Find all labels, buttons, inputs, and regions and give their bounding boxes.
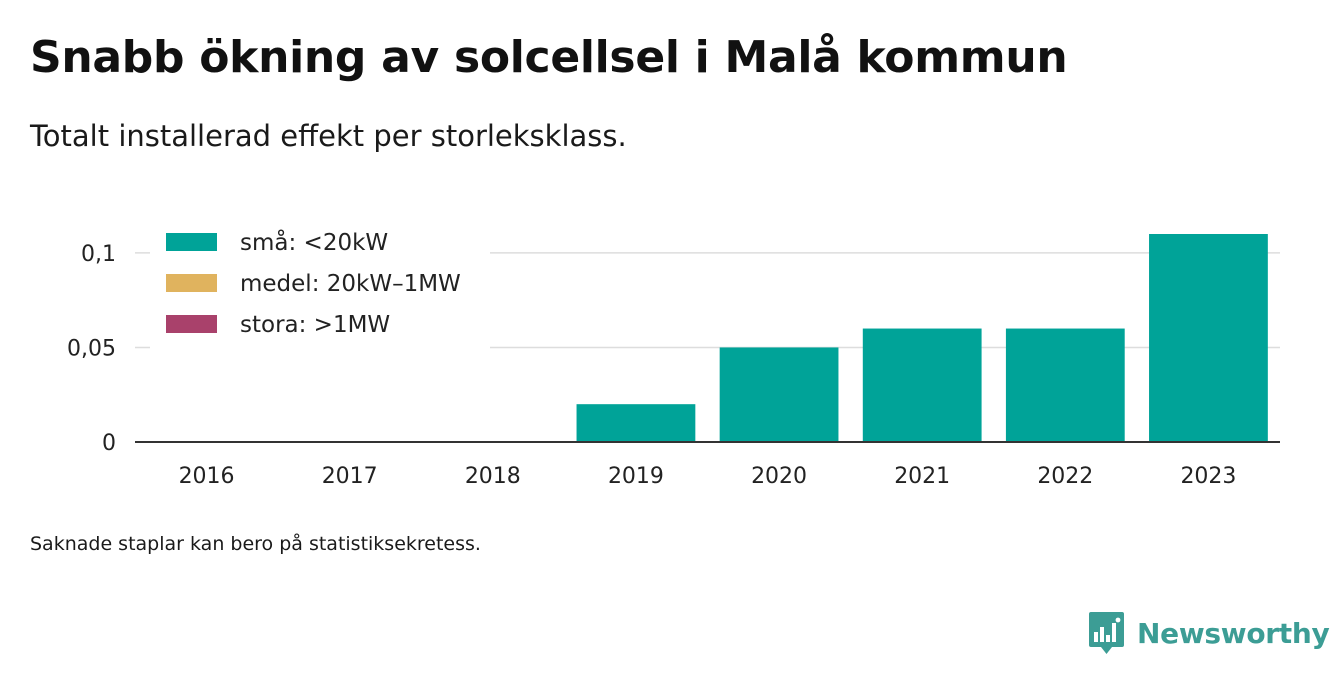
newsworthy-logo-icon [1089,612,1124,654]
y-tick-label: 0,1 [81,242,116,267]
bar-2020-series-0 [719,347,839,442]
legend-swatch [166,315,217,333]
legend: små: <20kW medel: 20kW–1MW stora: >1MW [150,222,490,350]
legend-swatch [166,233,217,251]
x-tick-label: 2016 [179,464,235,489]
x-tick-label: 2022 [1037,464,1093,489]
x-tick-label: 2017 [322,464,378,489]
legend-label: stora: >1MW [240,312,390,338]
bar-2023-series-0 [1149,234,1268,442]
x-tick-label: 2021 [894,464,950,489]
chart-subtitle: Totalt installerad effekt per storlekskl… [30,119,627,153]
legend-label: små: <20kW [240,228,388,256]
legend-swatch [166,274,217,292]
x-tick-label: 2023 [1180,464,1236,489]
legend-label: medel: 20kW–1MW [240,271,461,297]
x-tick-label: 2019 [608,464,664,489]
bar-2022-series-0 [1005,328,1125,442]
bar-2021-series-0 [862,328,982,442]
y-axis-ticks: 0 0,05 0,1 [67,242,116,456]
bar-2019-series-0 [576,404,696,442]
brand-name: Newsworthy [1137,616,1330,650]
x-tick-label: 2020 [751,464,807,489]
bars [576,234,1268,442]
y-tick-label: 0 [102,431,116,456]
x-tick-label: 2018 [465,464,521,489]
chart-title: Snabb ökning av solcellsel i Malå kommun [30,32,1068,83]
brand: Newsworthy [1088,610,1330,656]
footnote: Saknade staplar kan bero på statistiksek… [30,533,481,555]
x-axis-ticks: 2016 2017 2018 2019 2020 2021 2022 2023 [179,464,1237,489]
y-tick-label: 0,05 [67,336,116,361]
